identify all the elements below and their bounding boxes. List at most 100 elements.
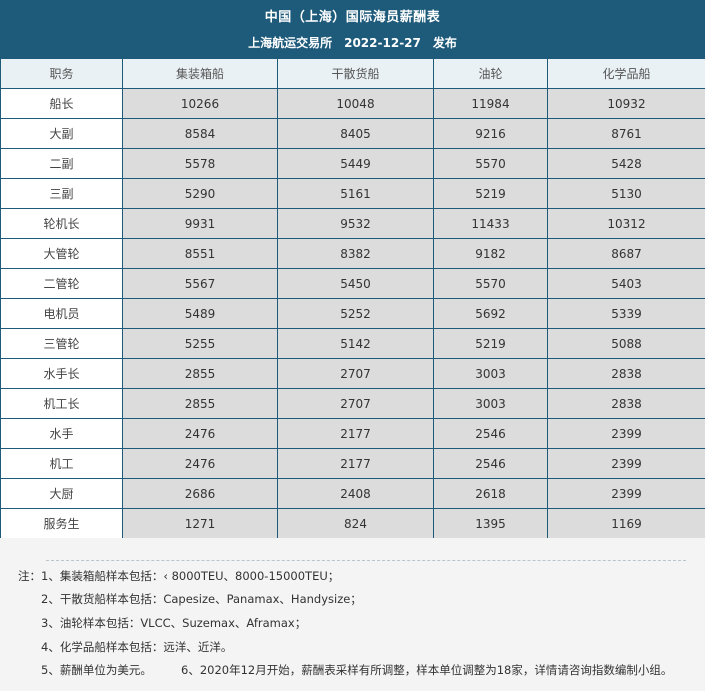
salary-cell: 5252 bbox=[277, 298, 434, 329]
column-header: 干散货船 bbox=[277, 58, 434, 89]
salary-cell: 2855 bbox=[122, 358, 278, 389]
note-6: 6、2020年12月开始，薪酬表采样有所调整，样本单位调整为18家，详情请咨询指… bbox=[181, 663, 673, 677]
salary-cell: 10048 bbox=[277, 88, 434, 119]
salary-cell: 8405 bbox=[277, 118, 434, 149]
salary-cell: 5450 bbox=[277, 268, 434, 299]
table-row: 二副 5578 5449 5570 5428 bbox=[0, 148, 705, 179]
role-cell: 船长 bbox=[0, 88, 123, 119]
note-4: 4、化学品船样本包括：远洋、近洋。 bbox=[41, 640, 233, 654]
salary-cell: 2707 bbox=[277, 388, 434, 419]
salary-cell: 824 bbox=[277, 508, 434, 539]
role-cell: 二副 bbox=[0, 148, 123, 179]
table-row: 大管轮 8551 8382 9182 8687 bbox=[0, 238, 705, 269]
salary-cell: 9532 bbox=[277, 208, 434, 239]
table-row: 水手长 2855 2707 3003 2838 bbox=[0, 358, 705, 389]
salary-cell: 2618 bbox=[433, 478, 548, 509]
salary-cell: 2476 bbox=[122, 418, 278, 449]
salary-cell: 5567 bbox=[122, 268, 278, 299]
table-row: 三管轮 5255 5142 5219 5088 bbox=[0, 328, 705, 359]
salary-cell: 3003 bbox=[433, 388, 548, 419]
role-cell: 服务生 bbox=[0, 508, 123, 539]
salary-cell: 2838 bbox=[547, 358, 705, 389]
salary-cell: 5449 bbox=[277, 148, 434, 179]
salary-cell: 5161 bbox=[277, 178, 434, 209]
salary-cell: 5142 bbox=[277, 328, 434, 359]
salary-cell: 2855 bbox=[122, 388, 278, 419]
role-cell: 机工长 bbox=[0, 388, 123, 419]
table-row: 二管轮 5567 5450 5570 5403 bbox=[0, 268, 705, 299]
column-header: 集装箱船 bbox=[122, 58, 278, 89]
salary-cell: 5219 bbox=[433, 328, 548, 359]
salary-cell: 2408 bbox=[277, 478, 434, 509]
salary-cell: 9931 bbox=[122, 208, 278, 239]
salary-cell: 1271 bbox=[122, 508, 278, 539]
table-row: 机工长 2855 2707 3003 2838 bbox=[0, 388, 705, 419]
salary-cell: 5255 bbox=[122, 328, 278, 359]
salary-cell: 5088 bbox=[547, 328, 705, 359]
salary-cell: 2177 bbox=[277, 448, 434, 479]
salary-cell: 10266 bbox=[122, 88, 278, 119]
salary-cell: 10932 bbox=[547, 88, 705, 119]
note-3: 3、油轮样本包括：VLCC、Suzemax、Aframax； bbox=[41, 616, 307, 630]
salary-cell: 8687 bbox=[547, 238, 705, 269]
role-cell: 水手 bbox=[0, 418, 123, 449]
role-cell: 机工 bbox=[0, 448, 123, 479]
salary-cell: 5219 bbox=[433, 178, 548, 209]
role-cell: 二管轮 bbox=[0, 268, 123, 299]
note-2: 2、干散货船样本包括：Capesize、Panamax、Handysize； bbox=[41, 592, 362, 606]
salary-cell: 5339 bbox=[547, 298, 705, 329]
salary-cell: 5692 bbox=[433, 298, 548, 329]
salary-cell: 2707 bbox=[277, 358, 434, 389]
salary-cell: 11984 bbox=[433, 88, 548, 119]
salary-cell: 3003 bbox=[433, 358, 548, 389]
salary-cell: 2546 bbox=[433, 448, 548, 479]
salary-cell: 9182 bbox=[433, 238, 548, 269]
table-row: 服务生 1271 824 1395 1169 bbox=[0, 508, 705, 539]
divider bbox=[46, 560, 686, 561]
salary-cell: 8382 bbox=[277, 238, 434, 269]
salary-cell: 2476 bbox=[122, 448, 278, 479]
salary-cell: 5570 bbox=[433, 148, 548, 179]
salary-cell: 2399 bbox=[547, 418, 705, 449]
role-cell: 大副 bbox=[0, 118, 123, 149]
salary-cell: 8551 bbox=[122, 238, 278, 269]
column-header: 职务 bbox=[0, 58, 123, 89]
salary-cell: 8584 bbox=[122, 118, 278, 149]
table-row: 电机员 5489 5252 5692 5339 bbox=[0, 298, 705, 329]
role-cell: 轮机长 bbox=[0, 208, 123, 239]
salary-cell: 5578 bbox=[122, 148, 278, 179]
header-row: 职务 集装箱船 干散货船 油轮 化学品船 bbox=[0, 58, 705, 89]
table-row: 大厨 2686 2408 2618 2399 bbox=[0, 478, 705, 509]
salary-cell: 2838 bbox=[547, 388, 705, 419]
role-cell: 电机员 bbox=[0, 298, 123, 329]
role-cell: 水手长 bbox=[0, 358, 123, 389]
salary-cell: 5570 bbox=[433, 268, 548, 299]
salary-cell: 1169 bbox=[547, 508, 705, 539]
table-row: 轮机长 9931 9532 11433 10312 bbox=[0, 208, 705, 239]
column-header: 油轮 bbox=[433, 58, 548, 89]
table-row: 机工 2476 2177 2546 2399 bbox=[0, 448, 705, 479]
role-cell: 三管轮 bbox=[0, 328, 123, 359]
table-row: 大副 8584 8405 9216 8761 bbox=[0, 118, 705, 149]
role-cell: 大厨 bbox=[0, 478, 123, 509]
table-header: 中国（上海）国际海员薪酬表 上海航运交易所 2022-12-27 发布 bbox=[0, 0, 705, 58]
note-1: 注：1、集装箱船样本包括：‹ 8000TEU、8000-15000TEU； bbox=[18, 569, 340, 583]
salary-cell: 2399 bbox=[547, 478, 705, 509]
salary-cell: 11433 bbox=[433, 208, 548, 239]
table-row: 船长 10266 10048 11984 10932 bbox=[0, 88, 705, 119]
table-row: 三副 5290 5161 5219 5130 bbox=[0, 178, 705, 209]
salary-cell: 2546 bbox=[433, 418, 548, 449]
note-5: 5、薪酬单位为美元。 bbox=[41, 663, 152, 677]
salary-cell: 2399 bbox=[547, 448, 705, 479]
salary-cell: 10312 bbox=[547, 208, 705, 239]
salary-cell: 9216 bbox=[433, 118, 548, 149]
page-title: 中国（上海）国际海员薪酬表 bbox=[264, 10, 441, 25]
role-cell: 三副 bbox=[0, 178, 123, 209]
salary-cell: 2686 bbox=[122, 478, 278, 509]
salary-cell: 5403 bbox=[547, 268, 705, 299]
publisher-date: 上海航运交易所 2022-12-27 发布 bbox=[248, 36, 457, 50]
table-row: 水手 2476 2177 2546 2399 bbox=[0, 418, 705, 449]
column-header: 化学品船 bbox=[547, 58, 705, 89]
salary-cell: 5489 bbox=[122, 298, 278, 329]
